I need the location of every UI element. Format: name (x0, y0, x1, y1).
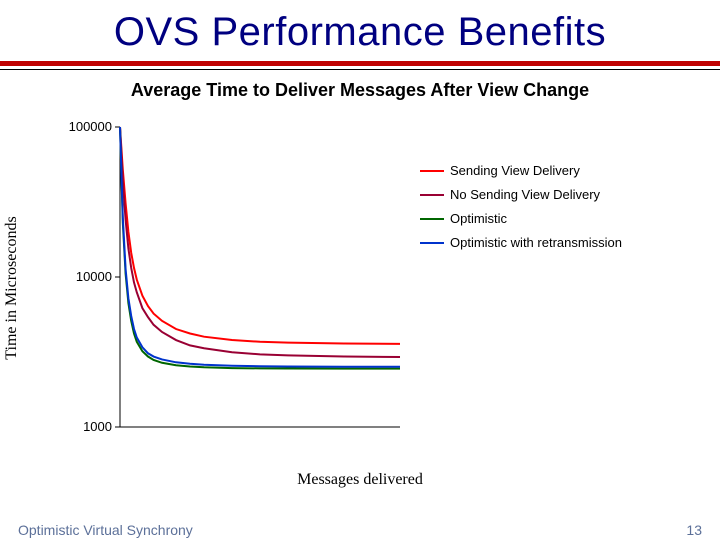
svg-text:Optimistic: Optimistic (450, 211, 508, 226)
svg-text:Optimistic with retransmission: Optimistic with retransmission (450, 235, 622, 250)
svg-text:Sending View Delivery: Sending View Delivery (450, 163, 580, 178)
svg-text:No Sending View Delivery: No Sending View Delivery (450, 187, 601, 202)
page-title: OVS Performance Benefits (0, 10, 720, 55)
x-axis-label: Messages delivered (0, 471, 720, 489)
svg-text:1000: 1000 (83, 419, 112, 434)
svg-text:10000: 10000 (76, 269, 112, 284)
chart-area: Time in Microseconds 1000 10000 100000 Send… (0, 107, 720, 469)
y-axis-label: Time in Microseconds (3, 216, 21, 359)
title-rules (0, 61, 720, 70)
page-number: 13 (686, 522, 702, 538)
footer-text: Optimistic Virtual Synchrony (18, 522, 193, 538)
svg-text:100000: 100000 (69, 119, 112, 134)
line-chart: 1000 10000 100000 Sending View Delivery No S… (0, 107, 720, 469)
chart-title: Average Time to Deliver Messages After V… (0, 80, 720, 101)
